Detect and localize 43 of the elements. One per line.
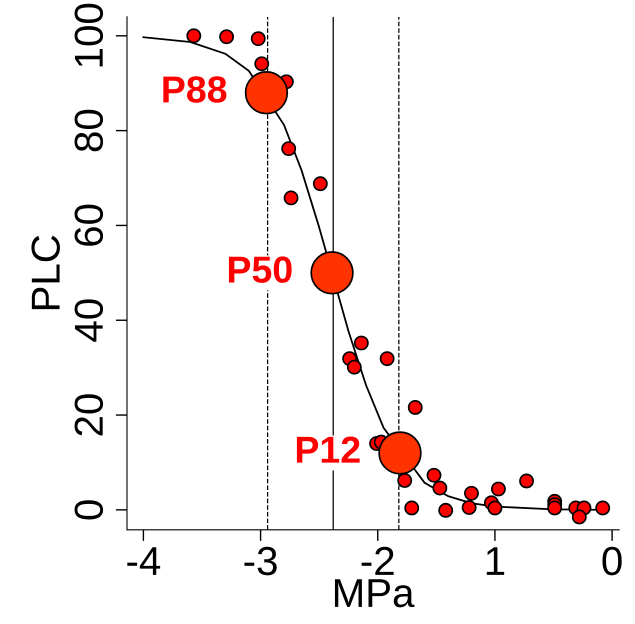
point xyxy=(354,336,369,350)
point xyxy=(397,473,412,488)
point xyxy=(519,474,534,488)
y-tick-label: 60 xyxy=(74,204,104,246)
point xyxy=(488,500,502,516)
point xyxy=(244,71,288,114)
point xyxy=(219,29,234,44)
annotation: P50 xyxy=(228,256,292,283)
point xyxy=(438,502,454,518)
x-tick-label: -3 xyxy=(244,546,277,576)
point xyxy=(595,500,610,516)
point xyxy=(404,500,420,516)
x-tick-label: -4 xyxy=(127,547,160,575)
y-tick-label: 100 xyxy=(74,4,104,66)
annotation: P12 xyxy=(296,436,360,463)
point xyxy=(250,31,266,46)
point xyxy=(254,56,270,72)
point xyxy=(186,28,202,44)
point xyxy=(464,486,479,501)
point xyxy=(426,468,442,483)
x-tick-label: 1 xyxy=(486,547,504,575)
point xyxy=(547,500,562,516)
y-tick-label: 40 xyxy=(74,299,104,342)
point xyxy=(491,482,506,496)
point xyxy=(281,141,296,156)
point xyxy=(284,190,298,206)
point xyxy=(462,500,477,515)
point xyxy=(380,351,395,366)
y-axis-title: PLC xyxy=(31,236,60,310)
x-tick-label: -2 xyxy=(362,546,394,575)
point xyxy=(378,431,422,475)
point xyxy=(346,360,362,375)
y-tick-label: 80 xyxy=(74,110,104,152)
annotation: P88 xyxy=(163,76,226,103)
y-tick-label: 20 xyxy=(74,394,104,436)
point xyxy=(572,510,587,524)
point xyxy=(312,176,328,192)
point xyxy=(310,251,354,295)
point xyxy=(408,400,423,415)
x-tick-label: 0 xyxy=(602,546,622,576)
x-axis-title: MPa xyxy=(334,579,414,608)
point xyxy=(432,480,448,496)
y-tick-label: 0 xyxy=(74,500,104,520)
